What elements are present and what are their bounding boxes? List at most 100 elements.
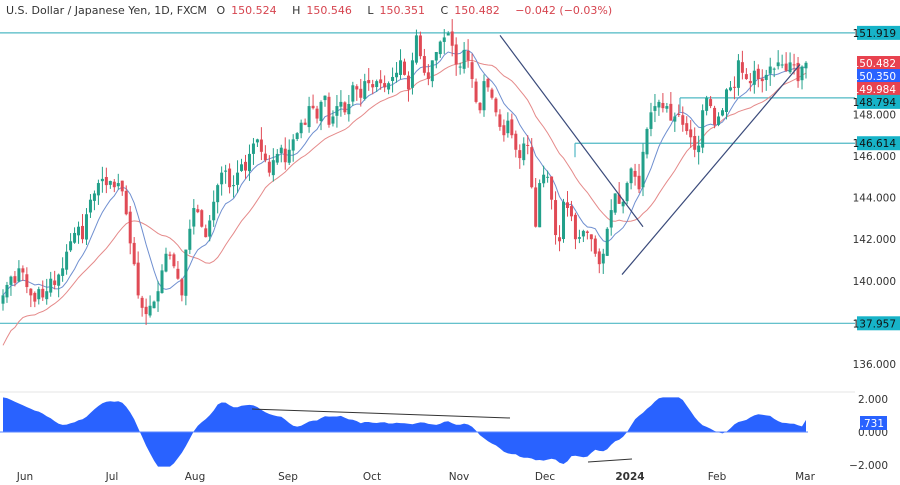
candle-body xyxy=(721,110,725,116)
candle-body xyxy=(442,37,446,42)
time-label: Aug xyxy=(185,471,206,483)
candle-body xyxy=(347,104,351,115)
candle-body xyxy=(625,183,629,202)
candle-body xyxy=(752,70,756,85)
candlesticks xyxy=(1,19,808,325)
price-tag-label: 151.919 xyxy=(853,28,896,40)
candle-body xyxy=(458,66,462,68)
candle-body xyxy=(736,60,740,88)
candle-body xyxy=(701,110,705,148)
candle-body xyxy=(88,199,92,213)
candle-body xyxy=(776,62,780,67)
candle-body xyxy=(208,220,212,237)
candle-body xyxy=(172,254,176,267)
ohlc-close: C 150.482 xyxy=(440,4,500,17)
candle-body xyxy=(112,181,116,188)
candle-body xyxy=(772,68,776,70)
candle-body xyxy=(343,102,347,113)
candle-body xyxy=(375,81,379,88)
candle-body xyxy=(180,279,184,296)
candle-body xyxy=(530,147,534,188)
candle-body xyxy=(621,201,625,207)
candle-body xyxy=(283,148,287,163)
candle-body xyxy=(597,251,601,265)
price-tag-bg xyxy=(857,56,900,70)
price-tag-bg xyxy=(857,82,900,96)
candle-body xyxy=(25,274,29,288)
candle-body xyxy=(5,284,9,298)
candle-body xyxy=(387,83,391,90)
candle-body xyxy=(335,106,339,116)
candle-body xyxy=(57,274,61,286)
trendlines xyxy=(499,35,801,275)
price-tag-ma_slow: 149.984 xyxy=(853,82,900,96)
ohlc-open: O 150.524 xyxy=(216,4,277,17)
time-label: Mar xyxy=(795,471,815,483)
divergence-line[interactable] xyxy=(587,458,633,463)
candle-body xyxy=(748,80,752,84)
candle-body xyxy=(140,297,144,308)
candle-body xyxy=(148,305,152,316)
price-tag-label: 149.984 xyxy=(853,84,897,96)
candle-body xyxy=(681,115,685,125)
candle-body xyxy=(188,228,192,250)
time-label: Dec xyxy=(535,471,556,483)
candle-body xyxy=(613,193,617,213)
candle-body xyxy=(287,149,291,163)
candle-body xyxy=(740,62,744,73)
candle-body xyxy=(243,161,247,171)
divergence-line[interactable] xyxy=(251,408,511,419)
candle-body xyxy=(768,66,772,74)
candle-body xyxy=(263,153,267,161)
symbol-title: U.S. Dollar / Japanese Yen, 1D, FXCM xyxy=(6,4,207,17)
candle-body xyxy=(124,190,128,215)
candle-body xyxy=(33,292,37,302)
candle-body xyxy=(247,153,251,172)
candle-body xyxy=(291,139,295,151)
candle-body xyxy=(426,72,430,80)
candle-body xyxy=(796,62,800,82)
price-tag-level: 148.794 xyxy=(853,94,900,109)
candle-body xyxy=(359,88,363,98)
candle-body xyxy=(717,116,721,125)
candle-body xyxy=(522,143,526,161)
time-axis[interactable]: Jun Jul Aug Sep Oct Nov Dec 2024 Feb Mar xyxy=(16,471,816,483)
price-tag-label: 150.350 xyxy=(853,71,896,83)
candle-body xyxy=(196,209,200,213)
candle-body xyxy=(649,112,653,129)
candle-body xyxy=(371,84,375,88)
uptrend-line[interactable] xyxy=(621,64,801,275)
time-label: 2024 xyxy=(615,471,644,483)
price-tick-label: 142.000 xyxy=(853,234,896,246)
candle-body xyxy=(585,231,589,233)
time-label: Jul xyxy=(105,471,119,483)
candle-body xyxy=(200,210,204,227)
candle-body xyxy=(279,147,283,154)
time-label: Jun xyxy=(16,471,33,483)
candle-body xyxy=(275,153,279,163)
candle-body xyxy=(538,183,542,228)
price-axis[interactable]: 148.000 146.000 144.000 142.000 140.000 136.0… xyxy=(853,25,900,371)
candle-body xyxy=(77,226,81,236)
candle-body xyxy=(800,66,804,81)
candle-body xyxy=(255,139,259,143)
candle-body xyxy=(220,172,224,185)
candle-body xyxy=(69,241,73,251)
candle-body xyxy=(13,276,17,283)
candle-body xyxy=(418,35,422,57)
candle-body xyxy=(792,64,796,66)
candle-body xyxy=(331,116,335,124)
candle-body xyxy=(136,262,140,296)
downtrend-line[interactable] xyxy=(499,35,644,228)
candle-body xyxy=(45,291,49,300)
candle-body xyxy=(689,129,693,138)
candle-body xyxy=(323,95,327,101)
osc-tick-label: −2.000 xyxy=(849,460,888,472)
candle-body xyxy=(100,178,104,182)
candle-body xyxy=(65,251,69,270)
candle-body xyxy=(251,143,255,154)
candle-body xyxy=(764,74,768,80)
candle-body xyxy=(430,60,434,82)
